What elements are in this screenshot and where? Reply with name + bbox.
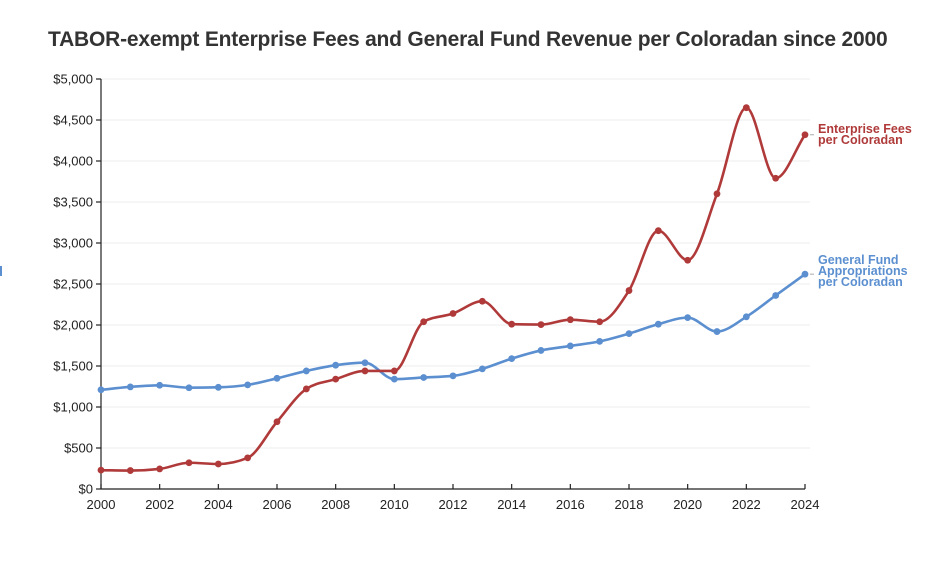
enterprise-fees-point-2000[interactable]	[97, 466, 105, 474]
x-tick-label: 2006	[263, 497, 292, 512]
general-fund-point-2012[interactable]	[449, 372, 457, 380]
general-fund-point-2004[interactable]	[214, 383, 222, 391]
general-fund-point-2008[interactable]	[332, 361, 340, 369]
general-fund-point-2010[interactable]	[390, 375, 398, 383]
y-tick-label: $1,500	[53, 359, 93, 374]
general-fund-line	[100, 273, 806, 392]
general-fund-point-2005[interactable]	[244, 381, 252, 389]
enterprise-fees-point-2005[interactable]	[244, 454, 252, 462]
x-tick-label: 2020	[673, 497, 702, 512]
general-fund-point-2015[interactable]	[537, 347, 545, 354]
chart-title: TABOR-exempt Enterprise Fees and General…	[48, 28, 888, 51]
y-tick-label: $2,500	[53, 277, 93, 292]
general-fund-point-2007[interactable]	[302, 367, 310, 375]
x-tick-label: 2008	[321, 497, 350, 512]
general-fund-point-2006[interactable]	[273, 374, 281, 382]
y-tick-label: $3,500	[53, 195, 93, 210]
enterprise-fees-point-2018[interactable]	[625, 287, 633, 294]
general-fund-point-2002[interactable]	[156, 381, 164, 389]
general-fund-label-line: General Fund	[818, 253, 899, 267]
general-fund-point-2001[interactable]	[126, 383, 134, 391]
y-tick-label: $500	[64, 441, 93, 456]
x-tick-label: 2012	[439, 497, 468, 512]
enterprise-fees-point-2019[interactable]	[654, 227, 662, 235]
general-fund-point-2003[interactable]	[185, 384, 193, 392]
x-tick-label: 2024	[791, 497, 820, 512]
general-fund-point-2021[interactable]	[713, 328, 721, 335]
enterprise-fees-point-2004[interactable]	[214, 460, 222, 468]
x-tick-label: 2002	[145, 497, 174, 512]
enterprise-fees-point-2024[interactable]	[801, 131, 809, 139]
gridlines	[101, 78, 810, 449]
y-tick-label: $0	[79, 482, 93, 497]
general-fund-point-2023[interactable]	[772, 292, 780, 299]
y-tick-label: $4,000	[53, 154, 93, 169]
general-fund-point-2009[interactable]	[361, 359, 369, 367]
general-fund-label-line: per Coloradan	[818, 275, 903, 289]
series	[97, 104, 809, 474]
y-tick-label: $5,000	[53, 72, 93, 87]
y-tick-label: $1,000	[53, 400, 93, 415]
enterprise-fees-label-line: Enterprise Fees	[818, 122, 912, 136]
enterprise-fees-point-2020[interactable]	[684, 256, 692, 264]
enterprise-fees-point-2007[interactable]	[302, 385, 310, 393]
x-tick-label: 2014	[497, 497, 526, 512]
general-fund-point-2019[interactable]	[654, 320, 662, 328]
general-fund-point-2020[interactable]	[684, 314, 692, 322]
general-fund-label-line: Appropriations	[818, 264, 908, 278]
x-tick-label: 2010	[380, 497, 409, 512]
x-tick-label: 2022	[732, 497, 761, 512]
enterprise-fees-point-2021[interactable]	[713, 190, 721, 198]
enterprise-fees-point-2014[interactable]	[508, 320, 516, 328]
enterprise-fees-point-2022[interactable]	[742, 104, 750, 112]
x-tick-label: 2018	[615, 497, 644, 512]
general-fund-point-2016[interactable]	[566, 342, 574, 350]
general-fund-point-2017[interactable]	[596, 338, 604, 345]
enterprise-fees-label-line: per Coloradan	[818, 133, 903, 147]
enterprise-fees-point-2016[interactable]	[566, 316, 574, 324]
enterprise-fees-point-2010[interactable]	[390, 367, 398, 375]
y-tick-label: $3,000	[53, 236, 93, 251]
enterprise-fees-point-2015[interactable]	[537, 321, 545, 328]
enterprise-fees-point-2008[interactable]	[332, 375, 340, 383]
enterprise-fees-point-2002[interactable]	[156, 465, 164, 473]
general-fund-point-2014[interactable]	[508, 355, 516, 363]
general-fund-point-2018[interactable]	[625, 330, 633, 338]
enterprise-fees-point-2001[interactable]	[126, 467, 134, 474]
general-fund-point-2022[interactable]	[742, 313, 750, 321]
cropped-edge-mark	[0, 266, 2, 276]
axes: $0 $500 $1,000 $1,500 $2,000 $2,500 $3,000 $3,5…	[53, 72, 819, 513]
y-tick-label: $2,000	[53, 318, 93, 333]
x-tick-label: 2016	[556, 497, 585, 512]
enterprise-fees-point-2006[interactable]	[273, 418, 281, 426]
general-fund-point-2024[interactable]	[801, 270, 809, 278]
enterprise-fees-point-2023[interactable]	[772, 174, 780, 182]
y-tick-label: $4,500	[53, 113, 93, 128]
general-fund-point-2011[interactable]	[420, 374, 428, 381]
enterprise-fees-line	[100, 106, 807, 472]
enterprise-fees-point-2009[interactable]	[361, 367, 369, 375]
x-tick-label: 2000	[87, 497, 116, 512]
x-tick-label: 2004	[204, 497, 233, 512]
general-fund-point-2000[interactable]	[97, 386, 105, 394]
enterprise-fees-point-2011[interactable]	[420, 318, 428, 326]
enterprise-fees-point-2003[interactable]	[185, 459, 193, 467]
enterprise-fees-point-2012[interactable]	[449, 310, 457, 317]
enterprise-fees-point-2013[interactable]	[478, 297, 486, 305]
general-fund-point-2013[interactable]	[478, 365, 486, 373]
enterprise-fees-point-2017[interactable]	[596, 318, 604, 326]
